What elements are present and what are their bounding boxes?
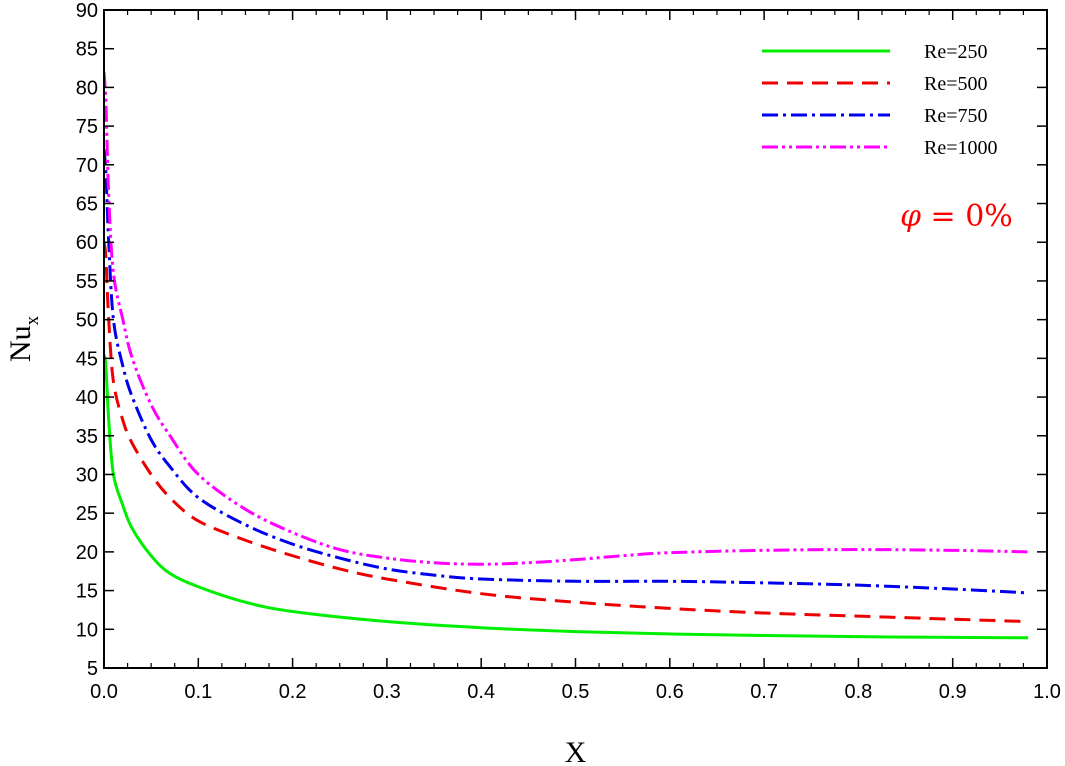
y-tick-label: 20 <box>76 542 98 564</box>
x-tick-label: 0.8 <box>844 681 872 703</box>
phi-annotation: φ = 0% <box>900 199 1013 234</box>
phi-symbol: φ <box>900 199 921 234</box>
y-axis-title: Nux <box>4 315 43 362</box>
series-layer <box>104 71 1029 640</box>
y-tick-label: 60 <box>76 232 98 254</box>
y-tick-label: 5 <box>87 658 98 680</box>
plot-frame <box>103 9 1048 669</box>
ticks-layer: 0.0 0.1 0.2 0.3 0.4 0.5 0.6 0.7 0.8 0.9 1.0 5 10 15 20… <box>76 0 1061 703</box>
x-tick-label: 0.0 <box>90 681 118 703</box>
legend-label: Re=750 <box>924 105 988 127</box>
y-tick-label: 30 <box>76 464 98 486</box>
y-tick-label: 70 <box>76 155 98 177</box>
series-line-re-500 <box>104 242 1029 624</box>
legend-label: Re=250 <box>924 41 988 63</box>
legend-label: Re=1000 <box>924 137 998 159</box>
y-tick-label: 75 <box>76 116 98 138</box>
series-line-re-750 <box>104 149 1029 595</box>
y-tick-label: 35 <box>76 426 98 448</box>
x-tick-label: 0.1 <box>184 681 212 703</box>
y-axis-title-subscript: x <box>22 315 43 325</box>
x-tick-label: 0.5 <box>562 681 590 703</box>
y-tick-label: 65 <box>76 194 98 216</box>
phi-value: = 0% <box>921 199 1013 234</box>
x-tick-label: 0.2 <box>279 681 307 703</box>
x-tick-label: 0.6 <box>656 681 684 703</box>
series-line-re-250 <box>104 354 1029 640</box>
x-tick-label: 0.3 <box>373 681 401 703</box>
y-tick-label: 85 <box>76 39 98 61</box>
y-tick-label: 25 <box>76 503 98 525</box>
y-tick-label: 55 <box>76 271 98 293</box>
y-tick-label: 90 <box>76 0 98 22</box>
y-tick-label: 80 <box>76 77 98 99</box>
y-tick-label: 50 <box>76 310 98 332</box>
y-tick-label: 15 <box>76 581 98 603</box>
x-tick-label: 0.7 <box>750 681 778 703</box>
y-axis-title-main: Nu <box>4 325 37 362</box>
x-tick-label: 1.0 <box>1033 681 1061 703</box>
y-tick-label: 10 <box>76 619 98 641</box>
y-tick-label: 45 <box>76 348 98 370</box>
y-tick-label: 40 <box>76 387 98 409</box>
legend-label: Re=500 <box>924 73 988 95</box>
legend: Re=250 Re=500 Re=750 Re=1000 <box>762 41 998 159</box>
x-tick-label: 0.9 <box>939 681 967 703</box>
x-tick-label: 0.4 <box>467 681 495 703</box>
x-axis-title: X <box>565 736 587 766</box>
series-line-re-1000 <box>104 71 1029 566</box>
